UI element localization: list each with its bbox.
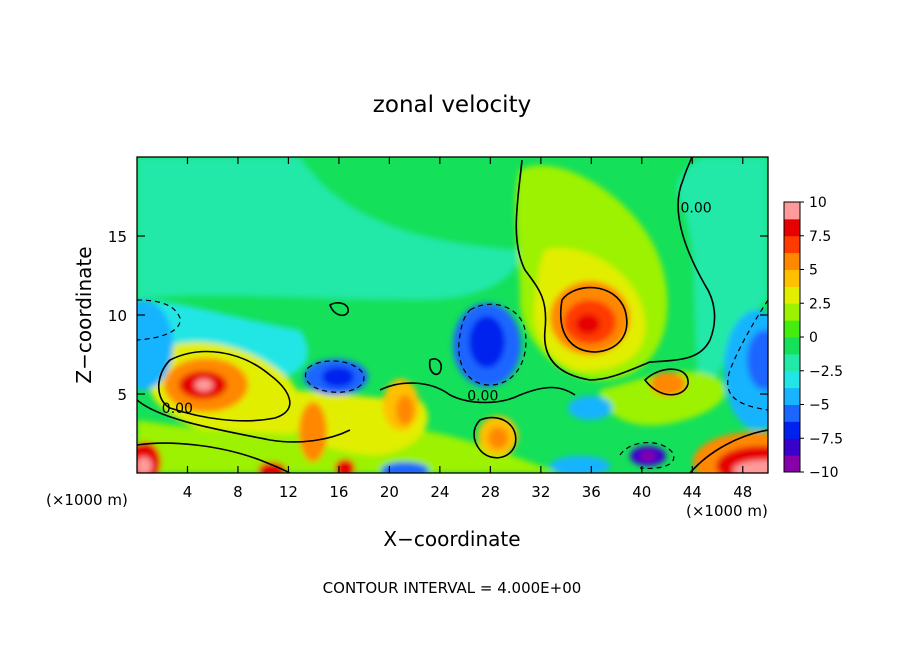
colorbar-swatch — [784, 421, 800, 439]
contour-label: 0.00 — [467, 388, 498, 404]
min-bottom-blue-2 — [550, 456, 610, 473]
contour-bottom-right — [689, 429, 768, 473]
contour-labels: 0.00 0.00 0.00 — [162, 200, 712, 417]
colorbar-swatch — [784, 337, 800, 355]
y-axis: 5 10 15 — [108, 228, 768, 404]
contour-left-loop — [157, 350, 291, 422]
region-left-cyan-band — [137, 300, 308, 380]
contour-right-loop — [643, 368, 689, 396]
colorbar-swatch — [784, 387, 800, 405]
colorbar-tick-label: −2.5 — [809, 364, 843, 380]
colorbar-swatch — [784, 455, 800, 473]
colorbar-swatch — [784, 320, 800, 338]
max-lower-orange-2b — [396, 395, 414, 425]
max-right-orange — [650, 372, 686, 396]
contour-neg-center — [458, 303, 527, 386]
min-edge-right-blue-core — [747, 330, 768, 390]
colorbar-swatch — [784, 235, 800, 254]
contour-small-loop-2 — [428, 358, 443, 376]
max-bottom-left-core — [137, 457, 152, 473]
contour-dashed-lines — [137, 299, 768, 470]
max-bottom-mid-red — [258, 462, 286, 473]
field-shading — [137, 157, 768, 473]
colorbar-swatch — [784, 353, 800, 372]
region-right-cyan — [677, 157, 768, 400]
max-center-core — [576, 314, 600, 334]
contour-lines — [137, 157, 768, 473]
plot-area — [137, 157, 768, 473]
max-left-core — [195, 379, 213, 391]
colorbar-tick-label: 0 — [809, 330, 818, 346]
colorbar-swatch — [784, 370, 800, 389]
max-lower-orange-1 — [299, 402, 327, 462]
max-bottom-mid-red-2 — [335, 459, 355, 473]
contour-zero-large — [515, 157, 716, 381]
colorbar-swatch — [784, 218, 800, 237]
min-bottom-blue-1 — [381, 462, 429, 473]
contour-label: 0.00 — [680, 200, 711, 216]
x-tick-label: 20 — [380, 483, 399, 501]
colorbar-tick-label: 5 — [809, 263, 818, 279]
colorbar-tick-label: −5 — [809, 398, 830, 414]
min-right-blue-small — [568, 396, 612, 420]
y-axis-label: Z−coordinate — [72, 246, 96, 383]
colorbar-tick-label: 7.5 — [809, 229, 831, 245]
colorbar: 10 7.5 5 2.5 0 −2.5 −5 −7.5 −10 — [783, 195, 843, 481]
contour-center-max — [560, 286, 628, 353]
x-tick-label: 28 — [481, 483, 500, 501]
min-center-blue-core — [469, 316, 505, 368]
colorbar-swatch — [784, 252, 800, 270]
region-upper-left-cyan — [137, 157, 520, 300]
x-tick-label: 8 — [233, 483, 243, 501]
x-tick-label: 24 — [430, 483, 449, 501]
colorbar-tick-label: 10 — [809, 195, 827, 211]
x-tick-label: 16 — [329, 483, 348, 501]
colorbar-swatch — [784, 303, 800, 321]
contour-lower-mid — [473, 416, 517, 459]
max-bottom-right-core — [733, 460, 768, 473]
x-axis-label: X−coordinate — [383, 527, 520, 551]
y-tick-label: 5 — [117, 386, 127, 404]
contour-neg-edge-left — [137, 299, 181, 341]
x-tick-label: 32 — [531, 483, 550, 501]
min-bottom-purple-core — [640, 451, 656, 461]
colorbar-tick-label: −10 — [809, 465, 839, 481]
contour-neg-edge-right — [727, 299, 768, 411]
colorbar-swatch — [784, 404, 800, 422]
colorbar-swatch — [784, 269, 800, 287]
colorbar-tick-label: −7.5 — [809, 431, 843, 447]
contour-bottom-left — [137, 442, 291, 473]
x-tick-label: 40 — [632, 483, 651, 501]
contour-small-loop-1 — [329, 302, 349, 317]
region-lower-right-yellow — [600, 371, 726, 426]
x-unit-left: (×1000 m) — [46, 491, 128, 509]
contour-neg-left — [304, 360, 365, 393]
y-tick-label: 15 — [108, 228, 127, 246]
contour-label: 0.00 — [162, 401, 193, 417]
x-tick-label: 12 — [279, 483, 298, 501]
min-left-blue-core — [322, 367, 354, 387]
contour-neg-bottom — [619, 441, 675, 470]
colorbar-swatch — [784, 286, 800, 304]
x-tick-label: 4 — [183, 483, 193, 501]
max-lower-orange-3b — [488, 427, 508, 449]
chart-title: zonal velocity — [373, 92, 531, 118]
contour-left-outer — [137, 399, 351, 443]
x-tick-label: 48 — [733, 483, 752, 501]
colorbar-tick-label: 2.5 — [809, 296, 831, 312]
x-tick-label: 44 — [683, 483, 702, 501]
colorbar-swatch — [784, 438, 800, 456]
y-tick-label: 10 — [108, 307, 127, 325]
x-tick-label: 36 — [582, 483, 601, 501]
x-unit-right: (×1000 m) — [686, 502, 768, 520]
colorbar-swatch — [784, 202, 800, 220]
contour-lower-band — [379, 382, 576, 404]
contour-interval: CONTOUR INTERVAL = 4.000E+00 — [323, 579, 582, 597]
x-axis: 4 8 12 16 20 24 28 32 36 40 44 48 — [183, 157, 752, 501]
